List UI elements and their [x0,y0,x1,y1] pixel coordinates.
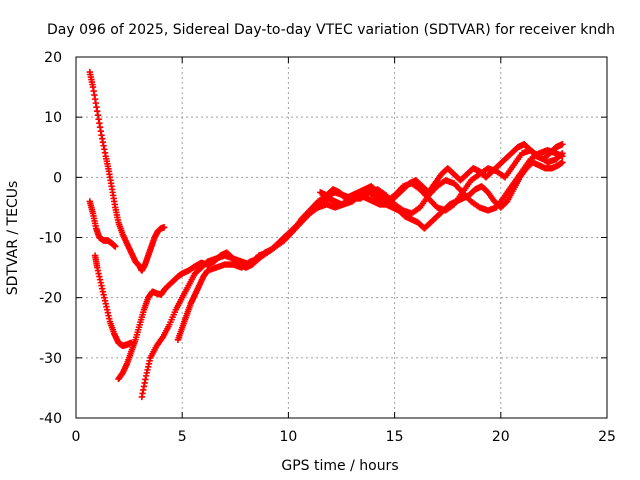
x-tick-label: 10 [279,429,297,445]
series-track-a [86,68,168,274]
y-tick-label: -40 [39,411,62,427]
y-tick-label: 0 [53,170,62,186]
data-point [559,150,566,157]
series-track-e [174,147,566,343]
x-tick-label: 0 [72,429,81,445]
chart-title: Day 096 of 2025, Sidereal Day-to-day VTE… [47,22,615,38]
y-tick-label: 10 [44,110,62,126]
data-points [86,68,566,401]
series-track-b [86,198,135,349]
x-tick-label: 20 [492,429,510,445]
y-tick-label: -30 [39,351,62,367]
x-tick-label: 25 [598,429,616,445]
data-point [112,243,119,250]
y-axis-label: SDTVAR / TECUs [5,181,21,296]
y-tick-label: 20 [44,50,62,66]
data-point [558,151,565,158]
data-point [559,141,566,148]
data-point [160,224,168,231]
plot-frame [75,56,608,419]
y-tick-label: -20 [39,291,62,307]
x-tick-label: 5 [178,429,187,445]
y-tick-label: -10 [39,231,62,247]
series-track-f [317,141,566,205]
x-axis-label: GPS time / hours [281,458,398,474]
data-point [559,159,566,166]
x-tick-label: 15 [386,429,404,445]
grid-lines [76,57,607,418]
